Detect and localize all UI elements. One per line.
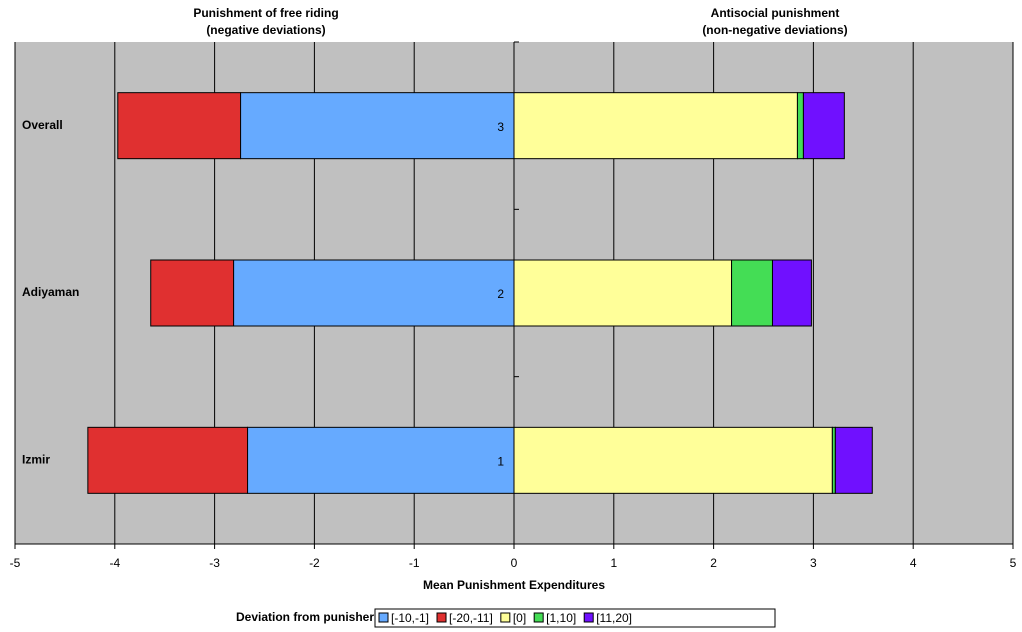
y-tick-label: Adiyaman — [22, 285, 79, 299]
bar-segment — [87, 426, 249, 494]
bar-label: 2 — [497, 287, 504, 301]
bar-segment — [150, 259, 235, 327]
bar-segment — [233, 259, 515, 327]
left-title: Punishment of free riding — [193, 6, 338, 20]
legend-label: [11,20] — [596, 611, 632, 625]
right-subtitle: (non-negative deviations) — [702, 23, 847, 37]
x-tick-label: 5 — [1010, 556, 1017, 570]
bar-segment — [513, 259, 733, 327]
y-tick-label: Izmir — [22, 453, 50, 467]
x-tick-label: -4 — [109, 556, 120, 570]
x-tick-label: -2 — [309, 556, 320, 570]
x-tick-label: -1 — [409, 556, 420, 570]
legend-swatch — [378, 612, 389, 623]
bar-segment — [731, 259, 773, 327]
legend-swatch — [436, 612, 447, 623]
right-title: Antisocial punishment — [711, 6, 840, 20]
bar-segment — [513, 92, 798, 160]
bar-segment — [247, 426, 515, 494]
bar-segment — [771, 259, 812, 327]
x-tick-label: 1 — [610, 556, 617, 570]
legend-swatch — [533, 612, 544, 623]
x-tick-label: -3 — [209, 556, 220, 570]
bar-label: 3 — [497, 120, 504, 134]
legend-swatch — [500, 612, 511, 623]
bar-segment — [240, 92, 515, 160]
legend: [-10,-1] [-20,-11] [0] [1,10] [11,20] — [374, 608, 776, 628]
legend-label: [-20,-11] — [449, 611, 493, 625]
x-tick-label: 2 — [710, 556, 717, 570]
x-tick-label: 4 — [910, 556, 917, 570]
x-tick-label: -5 — [10, 556, 21, 570]
legend-box — [374, 608, 776, 628]
bar-segment — [513, 426, 833, 494]
legend-label: [-10,-1] — [391, 611, 429, 625]
x-axis-title: Mean Punishment Expenditures — [423, 578, 605, 592]
legend-swatch — [583, 612, 594, 623]
bar-segment — [796, 92, 804, 160]
x-tick-label: 0 — [511, 556, 518, 570]
left-subtitle: (negative deviations) — [206, 23, 325, 37]
legend-label: [0] — [513, 611, 526, 625]
bar-segment — [834, 426, 873, 494]
bar-label: 1 — [497, 455, 504, 469]
y-tick-label: Overall — [22, 118, 63, 132]
x-tick-label: 3 — [810, 556, 817, 570]
bar-segment — [117, 92, 242, 160]
legend-label: [1,10] — [546, 611, 576, 625]
bar-segment — [802, 92, 845, 160]
